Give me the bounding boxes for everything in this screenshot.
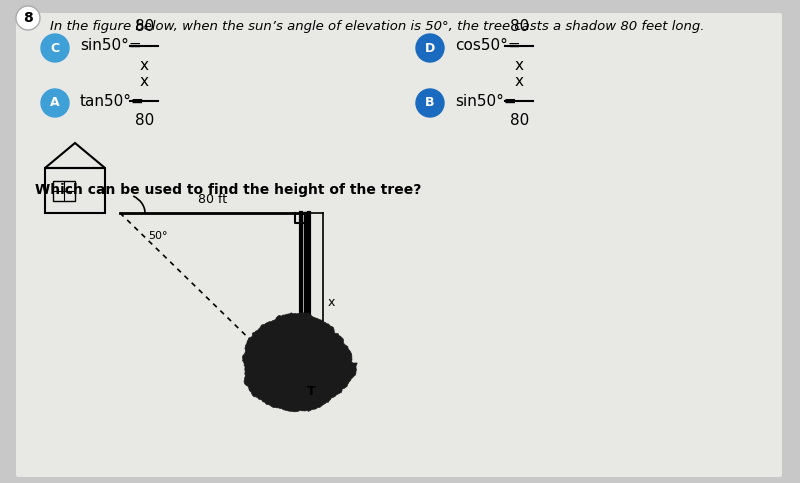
Text: 80: 80 bbox=[510, 19, 529, 34]
Text: tan50°=: tan50°= bbox=[80, 94, 145, 109]
Polygon shape bbox=[242, 313, 358, 412]
Text: x: x bbox=[140, 74, 149, 89]
Text: In the figure below, when the sun’s angle of elevation is 50°, the tree casts a : In the figure below, when the sun’s angl… bbox=[50, 20, 705, 33]
Text: sin50°=: sin50°= bbox=[455, 94, 517, 109]
Text: x: x bbox=[515, 74, 524, 89]
Text: cos50°=: cos50°= bbox=[455, 39, 521, 54]
Text: D: D bbox=[425, 42, 435, 55]
Text: x: x bbox=[140, 58, 149, 73]
Text: 50°: 50° bbox=[148, 231, 167, 241]
Text: A: A bbox=[50, 97, 60, 110]
Text: 8: 8 bbox=[23, 11, 33, 25]
Circle shape bbox=[416, 89, 444, 117]
Bar bbox=[53, 181, 75, 201]
Text: T: T bbox=[307, 385, 316, 398]
Text: 80 ft: 80 ft bbox=[198, 193, 227, 206]
Bar bbox=[45, 168, 105, 213]
Text: B: B bbox=[426, 97, 434, 110]
Circle shape bbox=[41, 34, 69, 62]
Circle shape bbox=[41, 89, 69, 117]
Text: 80: 80 bbox=[134, 19, 154, 34]
Text: 80: 80 bbox=[134, 113, 154, 128]
Text: C: C bbox=[50, 42, 59, 55]
Text: sin50°=: sin50°= bbox=[80, 39, 142, 54]
Circle shape bbox=[16, 6, 40, 30]
Circle shape bbox=[416, 34, 444, 62]
Text: 80: 80 bbox=[510, 113, 529, 128]
Text: x: x bbox=[515, 58, 524, 73]
Text: x: x bbox=[328, 297, 335, 310]
Text: Which can be used to find the height of the tree?: Which can be used to find the height of … bbox=[35, 183, 422, 197]
FancyBboxPatch shape bbox=[16, 13, 782, 477]
